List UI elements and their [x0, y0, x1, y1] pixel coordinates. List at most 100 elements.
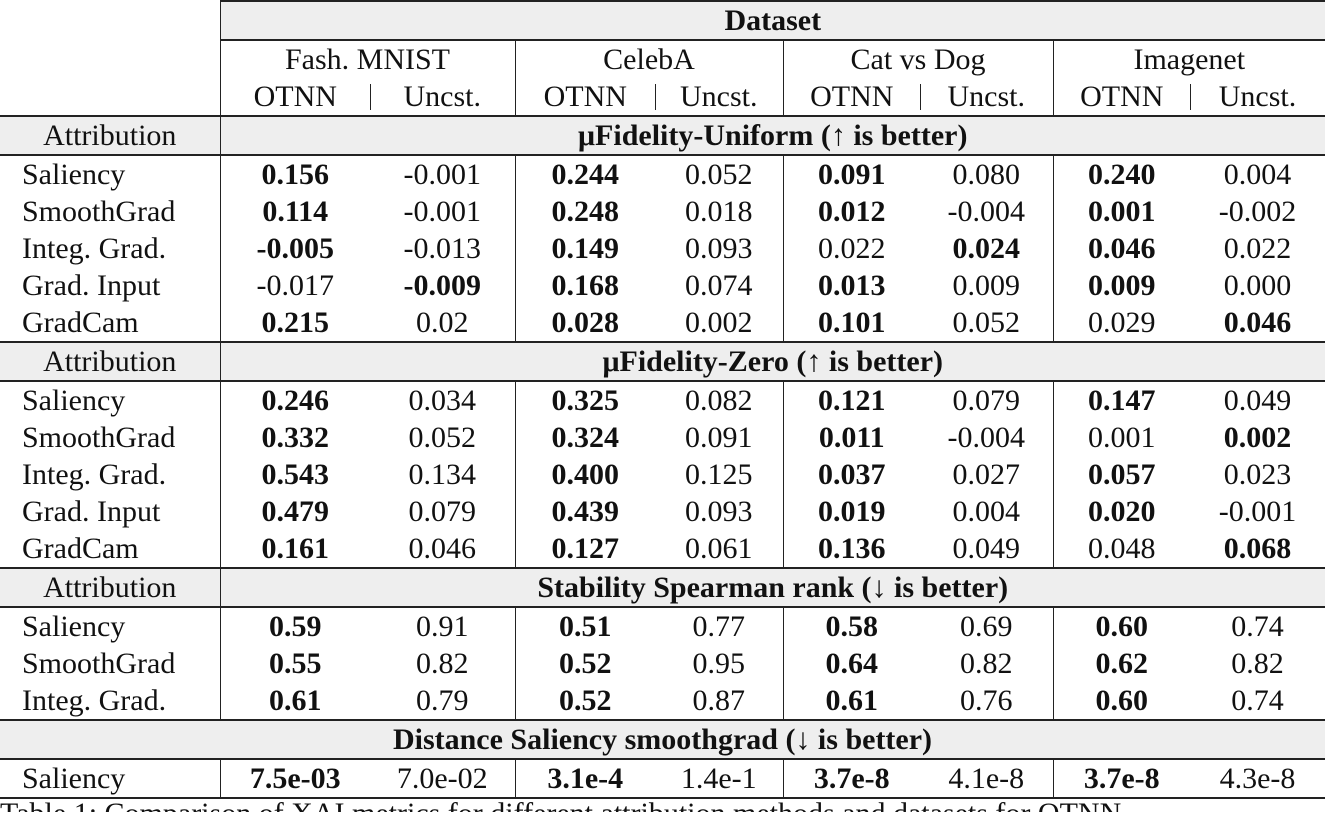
uncst-value: 0.061	[685, 532, 753, 565]
section-title: μFidelity-Zero (↑ is better)	[219, 341, 1325, 382]
subcol-uncst: Uncst.	[370, 78, 515, 116]
uncst-value: 0.079	[952, 384, 1021, 417]
otnn-value: 0.046	[1052, 230, 1190, 267]
uncst-value: 0.027	[952, 458, 1021, 491]
otnn-value: 0.037	[782, 456, 920, 493]
table-row: GradCam 0.215 0.02 0.028 0.002 0.101 0.052 0.02…	[0, 304, 1325, 342]
table-row: Saliency 0.156 -0.001 0.244 0.052 0.091 0.080 0…	[0, 155, 1325, 193]
uncst-value: 0.034	[408, 384, 477, 417]
otnn-value: 0.121	[782, 381, 920, 419]
method-name: Saliency	[22, 762, 126, 795]
uncst-value: 0.002	[685, 306, 753, 339]
otnn-value: 0.012	[782, 193, 920, 230]
uncst-value: 7.0e-02	[396, 762, 488, 795]
otnn-value: 0.52	[514, 645, 655, 682]
otnn-value: 0.001	[1052, 419, 1190, 456]
uncst-value: 0.074	[685, 269, 753, 302]
dataset-header: Dataset	[219, 0, 1325, 41]
otnn-value: 0.324	[514, 419, 655, 456]
table-row: SmoothGrad 0.55 0.82 0.52 0.95 0.64 0.82 0.62 0.…	[0, 645, 1325, 682]
uncst-value: 0.000	[1223, 269, 1292, 302]
uncst-value: 0.091	[685, 421, 753, 454]
otnn-value: 0.246	[219, 381, 370, 419]
otnn-value: -0.017	[219, 267, 370, 304]
subcol-otnn: OTNN	[219, 78, 370, 116]
method-name: Grad. Input	[22, 495, 161, 528]
otnn-value: 0.136	[782, 530, 920, 568]
uncst-value: 4.3e-8	[1219, 762, 1296, 795]
section-header: Attribution μFidelity-Uniform (↑ is bette…	[0, 115, 1325, 156]
subcol-otnn: OTNN	[1052, 78, 1190, 116]
attribution-label: Attribution	[0, 341, 220, 382]
otnn-value: 0.011	[782, 419, 920, 456]
uncst-value: 0.82	[1231, 647, 1284, 680]
otnn-value: 0.091	[782, 155, 920, 193]
otnn-value: -0.005	[219, 230, 370, 267]
otnn-value: 3.7e-8	[1052, 759, 1190, 797]
otnn-value: 0.048	[1052, 530, 1190, 568]
attribution-label: Attribution	[0, 567, 220, 608]
uncst-value: 0.002	[1223, 421, 1292, 454]
otnn-value: 0.61	[782, 682, 920, 720]
otnn-value: 0.101	[782, 304, 920, 342]
section-title: μFidelity-Uniform (↑ is better)	[219, 115, 1325, 156]
otnn-value: 0.114	[219, 193, 370, 230]
uncst-value: 0.068	[1223, 532, 1292, 565]
section-title: Stability Spearman rank (↓ is better)	[219, 567, 1325, 608]
section-header: Attribution Stability Spearman rank (↓ is…	[0, 567, 1325, 608]
uncst-value: -0.001	[403, 195, 482, 228]
method-name: SmoothGrad	[22, 647, 176, 680]
uncst-value: 0.125	[685, 458, 753, 491]
method-name: SmoothGrad	[22, 421, 176, 454]
uncst-value: 0.082	[685, 384, 753, 417]
table-row: Grad. Input -0.017 -0.009 0.168 0.074 0.013 0.…	[0, 267, 1325, 304]
otnn-value: 0.248	[514, 193, 655, 230]
table-caption: Table 1: Comparison of XAI metrics for d…	[0, 797, 1325, 812]
section-title: Distance Saliency smoothgrad (↓ is bette…	[0, 719, 1325, 760]
otnn-value: 0.244	[514, 155, 655, 193]
attribution-label: Attribution	[0, 115, 220, 156]
otnn-value: 0.60	[1052, 607, 1190, 645]
otnn-value: 3.1e-4	[514, 759, 655, 797]
table-row: Integ. Grad. -0.005 -0.013 0.149 0.093 0.022 0…	[0, 230, 1325, 267]
corner-blank	[0, 1, 220, 40]
uncst-value: 0.049	[1223, 384, 1292, 417]
dataset-cat-vs-dog: Cat vs Dog	[782, 40, 1053, 78]
uncst-value: 0.004	[1223, 158, 1292, 191]
table-row: GradCam 0.161 0.046 0.127 0.061 0.136 0.049 0.0…	[0, 530, 1325, 568]
uncst-value: 0.82	[960, 647, 1013, 680]
otnn-value: 0.51	[514, 607, 655, 645]
otnn-value: 0.439	[514, 493, 655, 530]
otnn-value: 0.479	[219, 493, 370, 530]
otnn-value: 0.022	[782, 230, 920, 267]
uncst-value: 0.024	[952, 232, 1021, 265]
uncst-value: -0.013	[403, 232, 482, 265]
otnn-value: 0.58	[782, 607, 920, 645]
otnn-value: 0.156	[219, 155, 370, 193]
otnn-value: 0.028	[514, 304, 655, 342]
table-row: Saliency 0.246 0.034 0.325 0.082 0.121 0.079 0.…	[0, 381, 1325, 419]
uncst-value: 0.079	[408, 495, 477, 528]
uncst-value: 0.080	[952, 158, 1021, 191]
uncst-value: 0.093	[685, 232, 753, 265]
otnn-value: 0.400	[514, 456, 655, 493]
uncst-value: -0.004	[947, 421, 1026, 454]
method-name: Integ. Grad.	[22, 232, 167, 265]
uncst-value: 0.093	[685, 495, 753, 528]
uncst-value: 0.95	[692, 647, 746, 680]
otnn-value: 0.215	[219, 304, 370, 342]
uncst-value: 0.052	[408, 421, 477, 454]
otnn-value: 7.5e-03	[219, 759, 370, 797]
table-row: Grad. Input 0.479 0.079 0.439 0.093 0.019 0.00…	[0, 493, 1325, 530]
uncst-value: 0.74	[1231, 610, 1284, 643]
otnn-value: 0.61	[219, 682, 370, 720]
table-row: Integ. Grad. 0.543 0.134 0.400 0.125 0.037 0.0…	[0, 456, 1325, 493]
table-row: Integ. Grad. 0.61 0.79 0.52 0.87 0.61 0.76 0.60…	[0, 682, 1325, 720]
uncst-value: 0.91	[416, 610, 469, 643]
table-row: SmoothGrad 0.114 -0.001 0.248 0.018 0.012 -0.0…	[0, 193, 1325, 230]
method-name: SmoothGrad	[22, 195, 176, 228]
dataset-fash-mnist: Fash. MNIST	[219, 40, 515, 78]
otnn-value: 0.147	[1052, 381, 1190, 419]
uncst-value: 0.046	[408, 532, 477, 565]
